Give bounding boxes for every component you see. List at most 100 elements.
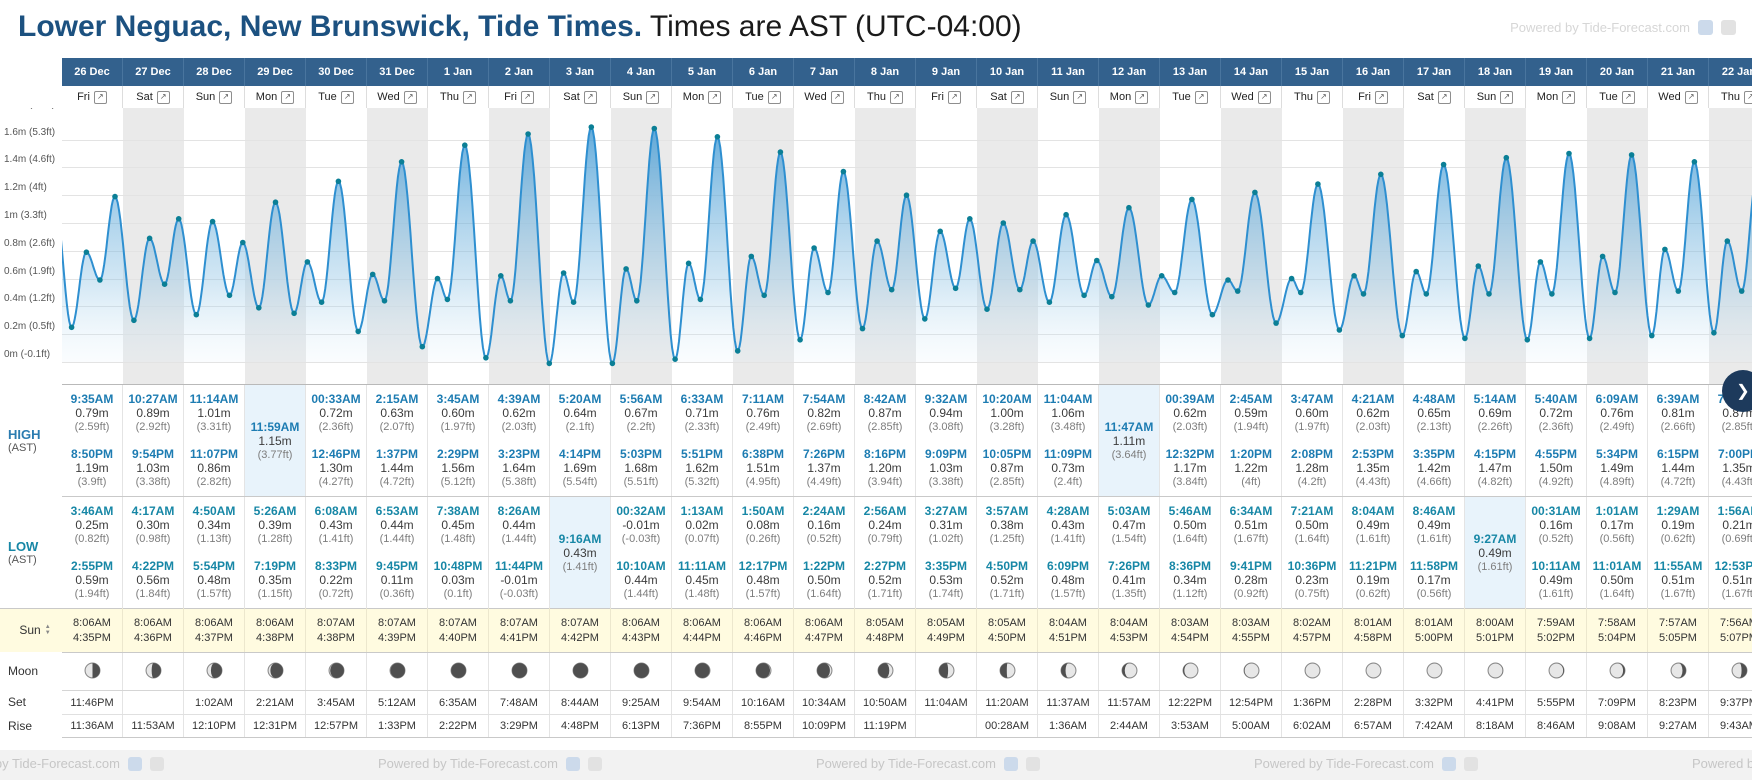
expand-day-icon[interactable]: ↗ (1437, 90, 1451, 104)
moonrise-time: 11:36AM (70, 720, 114, 732)
social-icon[interactable] (1721, 20, 1736, 35)
expand-day-icon[interactable]: ↗ (1316, 90, 1330, 104)
dow-cell[interactable]: Thu↗ (428, 86, 489, 108)
dow-cell[interactable]: Thu↗ (855, 86, 916, 108)
expand-day-icon[interactable]: ↗ (708, 90, 722, 104)
dow-cell[interactable]: Sun ↗ (184, 86, 245, 108)
dow-cell[interactable]: Wed ↗ (1221, 86, 1282, 108)
dow-cell[interactable]: Mon ↗ (1526, 86, 1587, 108)
dow-cell[interactable]: Wed ↗ (794, 86, 855, 108)
dow-cell[interactable]: Wed ↗ (1648, 86, 1709, 108)
dow-cell[interactable]: Thu↗ (1709, 86, 1752, 108)
dow-cell[interactable]: Mon ↗ (245, 86, 306, 108)
moon-phase-icon (877, 662, 894, 682)
dow-cell[interactable]: Sat ↗ (1404, 86, 1465, 108)
tide-extreme-point (318, 299, 325, 305)
expand-day-icon[interactable]: ↗ (1621, 90, 1635, 104)
dow-cell[interactable]: Tue ↗ (733, 86, 794, 108)
footer-powered-by[interactable]: Powered by Tide-Forecast.com (816, 756, 1040, 771)
expand-day-icon[interactable]: ↗ (219, 90, 233, 104)
sun-cell: 8:06AM 4:47PM (794, 608, 855, 652)
dow-cell[interactable]: Sun ↗ (611, 86, 672, 108)
expand-day-icon[interactable]: ↗ (646, 90, 660, 104)
sunset-time: 4:53PM (1110, 631, 1148, 644)
footer-powered-by[interactable]: Powered by Tide-Forecast.com (1692, 756, 1752, 771)
powered-by-label[interactable]: Powered by Tide-Forecast.com (0, 756, 120, 771)
y-axis-label: 0.2m (0.5ft) (4, 321, 56, 333)
dow-cell[interactable]: Thu↗ (1282, 86, 1343, 108)
dow-cell[interactable]: Sat ↗ (977, 86, 1038, 108)
date-label: 2 Jan (504, 66, 534, 78)
expand-day-icon[interactable]: ↗ (93, 90, 107, 104)
expand-day-icon[interactable]: ↗ (1500, 90, 1514, 104)
social-icon[interactable] (127, 756, 142, 771)
sun-cell: 8:07AM 4:41PM (489, 608, 550, 652)
dow-cell[interactable]: Fri ↗ (62, 86, 123, 108)
expand-day-icon[interactable]: ↗ (889, 90, 903, 104)
dow-cell[interactable]: Tue ↗ (1160, 86, 1221, 108)
social-icon[interactable] (1003, 756, 1018, 771)
expand-day-icon[interactable]: ↗ (1135, 90, 1149, 104)
dow-cell[interactable]: Mon ↗ (1099, 86, 1160, 108)
dow-cell[interactable]: Fri ↗ (489, 86, 550, 108)
expand-day-icon[interactable]: ↗ (340, 90, 354, 104)
powered-by-label[interactable]: Powered by Tide-Forecast.com (1254, 756, 1434, 771)
dow-cell[interactable]: Sat ↗ (123, 86, 184, 108)
dow-cell[interactable]: Sat ↗ (550, 86, 611, 108)
expand-day-icon[interactable]: ↗ (156, 90, 170, 104)
moon-cell (1648, 653, 1709, 690)
expand-day-icon[interactable]: ↗ (1010, 90, 1024, 104)
expand-day-icon[interactable]: ↗ (1257, 90, 1271, 104)
social-icon[interactable] (1441, 756, 1456, 771)
footer-powered-by[interactable]: Powered by Tide-Forecast.com (0, 756, 164, 771)
powered-by-label[interactable]: Powered by Tide-Forecast.com (378, 756, 558, 771)
dow-cell[interactable]: Wed ↗ (367, 86, 428, 108)
moonrise-cell: 3:29PM (489, 715, 550, 737)
next-days-button[interactable]: ❯ (1722, 370, 1752, 412)
expand-day-icon[interactable]: ↗ (403, 90, 417, 104)
social-icon[interactable] (1025, 756, 1040, 771)
expand-day-icon[interactable]: ↗ (1194, 90, 1208, 104)
dow-cell[interactable]: Fri ↗ (1343, 86, 1404, 108)
social-icon[interactable] (149, 756, 164, 771)
dow-cell[interactable]: Tue ↗ (306, 86, 367, 108)
header-powered-by[interactable]: Powered by Tide-Forecast.com (1510, 20, 1736, 35)
expand-day-icon[interactable]: ↗ (1684, 90, 1698, 104)
social-icon[interactable] (565, 756, 580, 771)
expand-day-icon[interactable]: ↗ (583, 90, 597, 104)
expand-day-icon[interactable]: ↗ (1073, 90, 1087, 104)
expand-day-icon[interactable]: ↗ (1374, 90, 1388, 104)
expand-day-icon[interactable]: ↗ (1743, 90, 1752, 104)
powered-by-label[interactable]: Powered by Tide-Forecast.com (1692, 756, 1752, 771)
footer-powered-by[interactable]: Powered by Tide-Forecast.com (1254, 756, 1478, 771)
moon-phase-graphic (1060, 662, 1076, 678)
expand-day-icon[interactable]: ↗ (947, 90, 961, 104)
expand-day-icon[interactable]: ↗ (767, 90, 781, 104)
expand-day-icon[interactable]: ↗ (1562, 90, 1576, 104)
social-icon[interactable] (1698, 20, 1713, 35)
dow-cell[interactable]: Fri ↗ (916, 86, 977, 108)
expand-day-icon[interactable]: ↗ (520, 90, 534, 104)
expand-day-icon[interactable]: ↗ (281, 90, 295, 104)
dow-cell[interactable]: Sun ↗ (1038, 86, 1099, 108)
dow-cell[interactable]: Tue ↗ (1587, 86, 1648, 108)
expand-day-icon[interactable]: ↗ (462, 90, 476, 104)
powered-by-label[interactable]: Powered by Tide-Forecast.com (816, 756, 996, 771)
moon-phase-graphic (206, 662, 222, 678)
moonset-cell: 8:23PM (1648, 691, 1709, 714)
social-icon[interactable] (587, 756, 602, 771)
social-icon[interactable] (1463, 756, 1478, 771)
event-time: 10:27AM (128, 391, 178, 406)
footer-powered-by[interactable]: Powered by Tide-Forecast.com (378, 756, 602, 771)
powered-by-label[interactable]: Powered by Tide-Forecast.com (1510, 20, 1690, 35)
expand-day-icon[interactable]: ↗ (830, 90, 844, 104)
event-time: 4:22PM (131, 558, 175, 573)
dow-cell[interactable]: Sun ↗ (1465, 86, 1526, 108)
date-cell: 26 Dec (62, 58, 123, 86)
event-height-ft: 2.2 (627, 420, 656, 434)
dow-cell[interactable]: Mon ↗ (672, 86, 733, 108)
